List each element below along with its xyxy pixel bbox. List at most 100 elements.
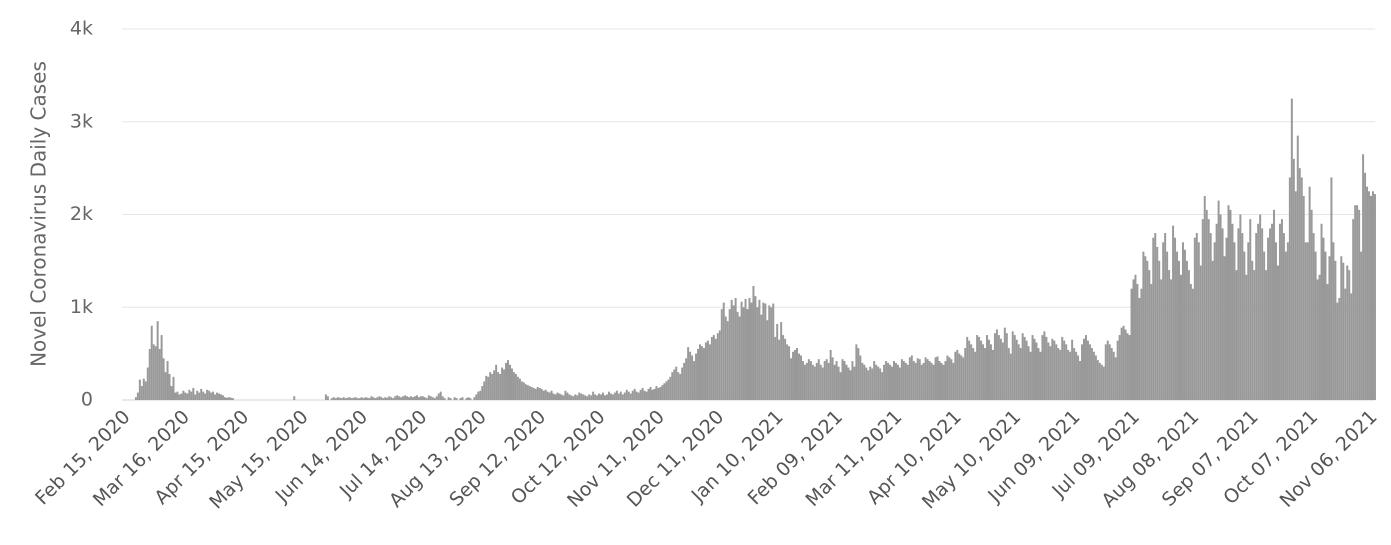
bar: [168, 374, 171, 400]
bar: [1181, 242, 1184, 400]
bar: [687, 347, 690, 400]
bar: [1370, 195, 1372, 400]
bar: [1330, 177, 1333, 400]
bar: [386, 397, 389, 400]
bar: [910, 355, 913, 400]
bar: [720, 309, 723, 400]
bar: [162, 358, 165, 400]
bar: [609, 393, 612, 400]
bar: [758, 299, 761, 400]
bar: [483, 381, 486, 400]
bar: [865, 367, 868, 400]
bar: [1352, 219, 1355, 400]
bar: [1193, 237, 1196, 400]
bar: [1296, 135, 1299, 400]
bar: [914, 362, 917, 400]
bar: [184, 392, 187, 400]
bar: [582, 394, 585, 400]
bar: [227, 397, 230, 400]
bar: [964, 348, 967, 400]
bar: [1267, 237, 1270, 400]
bar: [655, 386, 658, 400]
bar: [613, 392, 616, 400]
bar: [225, 397, 228, 400]
bar: [1077, 355, 1080, 400]
bar: [1084, 335, 1087, 400]
bar: [1055, 344, 1058, 400]
bar: [677, 372, 680, 400]
bar: [1245, 274, 1248, 400]
bar: [809, 361, 812, 400]
bar: [455, 398, 458, 400]
bar: [1013, 335, 1016, 400]
bar: [487, 376, 490, 400]
bar: [1035, 342, 1038, 400]
bar: [859, 355, 862, 400]
bar: [619, 391, 622, 400]
bar: [797, 353, 800, 400]
bar: [1211, 260, 1214, 400]
bar: [408, 397, 411, 400]
bar: [459, 398, 462, 400]
bar: [1140, 288, 1143, 400]
bar: [368, 398, 371, 400]
bar: [392, 398, 395, 400]
bar: [1358, 209, 1361, 400]
bar: [976, 335, 979, 400]
bar: [1079, 361, 1082, 400]
bar: [1342, 262, 1345, 400]
bar: [202, 391, 205, 400]
bar: [807, 359, 810, 400]
bar: [1094, 355, 1097, 400]
bar: [1134, 274, 1137, 400]
bar: [1158, 260, 1161, 400]
bar: [740, 301, 743, 400]
bar: [1090, 348, 1093, 400]
bar: [792, 351, 795, 400]
bar: [1247, 242, 1250, 400]
bar: [772, 303, 775, 400]
bar: [1126, 333, 1129, 400]
bar: [1275, 242, 1277, 400]
bar: [528, 386, 531, 400]
bar: [625, 389, 628, 400]
bar: [340, 398, 343, 400]
bar: [1174, 237, 1177, 400]
bar: [505, 362, 508, 400]
bar: [635, 391, 638, 400]
bar: [172, 376, 175, 400]
bar: [1205, 209, 1208, 400]
bar: [821, 367, 824, 400]
bar: [863, 364, 866, 400]
bar: [465, 398, 468, 400]
bar: [1124, 329, 1127, 400]
bar: [1328, 256, 1331, 400]
bar: [839, 372, 842, 400]
bar: [431, 397, 434, 400]
bar: [916, 358, 919, 400]
bar: [1043, 331, 1046, 400]
bar: [954, 351, 957, 400]
bar: [780, 322, 783, 400]
bar: [158, 348, 161, 400]
bar: [1118, 335, 1121, 400]
bar: [986, 335, 989, 400]
bar: [156, 321, 159, 400]
bar: [726, 321, 729, 400]
bar: [1257, 223, 1260, 400]
bar: [518, 378, 521, 400]
bar: [877, 366, 880, 400]
bar: [940, 362, 943, 400]
bar: [1185, 260, 1188, 400]
bar: [993, 333, 996, 400]
bar: [214, 394, 217, 400]
bar: [552, 393, 555, 400]
bar: [754, 296, 757, 400]
bar: [508, 364, 511, 400]
bar: [142, 378, 145, 400]
bar: [1023, 336, 1026, 400]
bar: [879, 368, 882, 400]
bar: [752, 285, 755, 400]
bar: [1249, 219, 1252, 400]
bar: [700, 346, 703, 400]
